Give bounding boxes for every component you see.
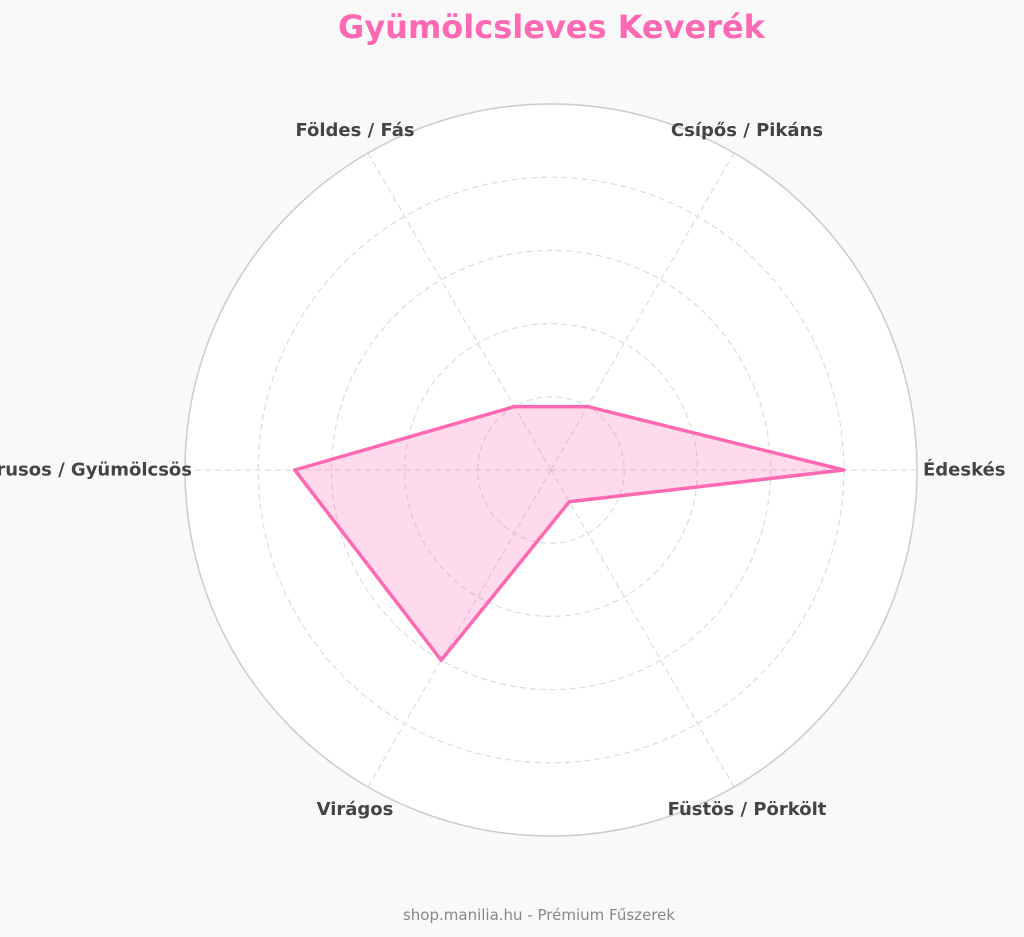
- series-point: [586, 405, 590, 409]
- series-point: [439, 658, 443, 662]
- axis-label: Földes / Fás: [295, 120, 414, 141]
- axis-labels: Édeskés Csípős / Pikáns Földes / Fás Citrus…: [0, 120, 1006, 820]
- axis-label: Virágos: [317, 799, 394, 820]
- axis-label: Csípős / Pikáns: [671, 120, 823, 141]
- axis-spoke: [550, 469, 735, 788]
- axis-label: Édeskés: [923, 459, 1006, 481]
- axis-label: Citrusos / Gyümölcsös: [0, 460, 192, 481]
- series-area: [294, 406, 844, 661]
- grid-ring: [404, 323, 698, 617]
- series-point: [567, 500, 571, 504]
- axis-spoke: [367, 152, 552, 471]
- axis-spoke: [367, 469, 552, 788]
- outer-ring: [184, 103, 918, 837]
- series-layer: [293, 404, 846, 662]
- grid-ring: [330, 249, 772, 691]
- footer-credit: shop.manilia.hu - Prémium Fűszerek: [402, 906, 676, 924]
- axis-label: Füstös / Pörkölt: [668, 799, 827, 820]
- series-point: [293, 468, 297, 472]
- series-point: [512, 405, 516, 409]
- chart-title: Gyümölcsleves Keverék: [338, 8, 765, 46]
- axis-spoke: [550, 152, 735, 471]
- axis-spokes: [185, 152, 917, 788]
- series-point: [842, 468, 846, 472]
